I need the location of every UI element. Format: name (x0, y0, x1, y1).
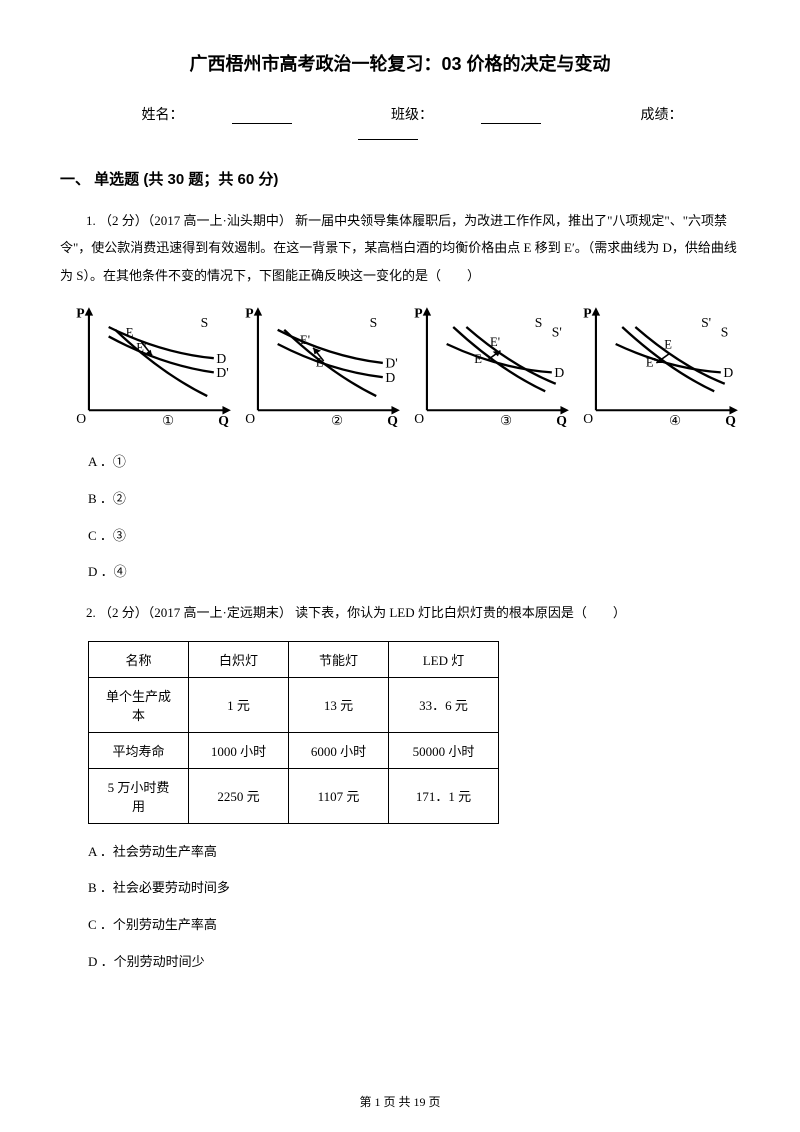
svg-text:E': E' (490, 335, 500, 349)
q1-option-b: B ．② (88, 489, 740, 510)
table-cell: 33．6 元 (389, 677, 499, 732)
q2-option-b: B ．社会必要劳动时间多 (88, 878, 740, 899)
svg-text:D: D (385, 370, 395, 385)
svg-text:E': E' (646, 356, 656, 370)
svg-text:D: D (554, 365, 564, 380)
score-label: 成绩： (641, 108, 683, 123)
svg-text:E: E (126, 325, 134, 339)
table-cell: 50000 小时 (389, 732, 499, 768)
svg-text:④: ④ (669, 413, 681, 428)
table-header-cell: LED 灯 (389, 641, 499, 677)
q2-option-c: C ．个别劳动生产率高 (88, 915, 740, 936)
name-blank (232, 110, 292, 124)
svg-text:③: ③ (500, 413, 512, 428)
page-footer: 第 1 页 共 19 页 (0, 1093, 800, 1110)
table-row: 5 万小时费用2250 元1107 元171．1 元 (89, 768, 499, 823)
svg-text:Q: Q (725, 413, 736, 428)
svg-text:S: S (535, 315, 543, 330)
svg-text:P: P (414, 306, 422, 321)
table-cell: 5 万小时费用 (89, 768, 189, 823)
svg-text:D': D' (385, 356, 397, 371)
svg-text:E: E (474, 352, 482, 366)
q2-text: 2. （2 分）（2017 高一上·定远期末） 读下表，你认为 LED 灯比白炽… (60, 599, 740, 626)
svg-text:D': D' (216, 365, 228, 380)
svg-text:E': E' (300, 333, 310, 347)
q1-option-c: C ．③ (88, 526, 740, 547)
q1-option-d: D ．④ (88, 562, 740, 583)
svg-text:Q: Q (556, 413, 567, 428)
name-label: 姓名： (142, 108, 184, 123)
table-cell: 1000 小时 (189, 732, 289, 768)
svg-text:P: P (76, 306, 84, 321)
svg-text:②: ② (331, 413, 343, 428)
table-row: 平均寿命1000 小时6000 小时50000 小时 (89, 732, 499, 768)
table-cell: 2250 元 (189, 768, 289, 823)
svg-text:O: O (414, 411, 424, 426)
table-header-cell: 名称 (89, 641, 189, 677)
table-cell: 平均寿命 (89, 732, 189, 768)
svg-text:S: S (201, 315, 209, 330)
chart-1: PQOSDD'E'E① (70, 303, 233, 434)
q1-text: 1. （2 分）（2017 高一上·汕头期中） 新一届中央领导集体履职后，为改进… (60, 207, 740, 289)
svg-text:P: P (245, 306, 253, 321)
svg-text:E: E (664, 338, 672, 352)
q2-option-a: A ．社会劳动生产率高 (88, 842, 740, 863)
table-cell: 1 元 (189, 677, 289, 732)
svg-text:①: ① (162, 413, 174, 428)
svg-text:S': S' (701, 315, 711, 330)
table-cell: 6000 小时 (289, 732, 389, 768)
table-row: 单个生产成本1 元13 元33．6 元 (89, 677, 499, 732)
svg-text:Q: Q (387, 413, 398, 428)
chart-4: P Q O S' S D E' E ④ (577, 303, 740, 434)
chart-2: P Q O S DD' E E' ② (239, 303, 402, 434)
table-cell: 171．1 元 (389, 768, 499, 823)
svg-text:D: D (723, 365, 733, 380)
section-header: 一、 单选题 (共 30 题；共 60 分) (60, 168, 740, 189)
q2-table: 名称白炽灯节能灯LED 灯单个生产成本1 元13 元33．6 元平均寿命1000… (88, 641, 499, 824)
q1-options: A ．① B ．② C ．③ D ．④ (88, 452, 740, 583)
svg-text:Q: Q (218, 413, 229, 428)
svg-text:S: S (721, 324, 729, 339)
table-cell: 单个生产成本 (89, 677, 189, 732)
table-cell: 13 元 (289, 677, 389, 732)
charts-row: PQOSDD'E'E① PQOSDD'EE'② PQOSS'DEE'③ PQOS… (70, 303, 740, 434)
table-cell: 1107 元 (289, 768, 389, 823)
score-blank (358, 126, 418, 140)
chart-3: P Q O S S' D E E' ③ (408, 303, 571, 434)
svg-text:O: O (245, 411, 255, 426)
page-title: 广西梧州市高考政治一轮复习：03 价格的决定与变动 (60, 50, 740, 76)
table-header-cell: 白炽灯 (189, 641, 289, 677)
q1-option-a: A ．① (88, 452, 740, 473)
svg-text:P: P (583, 306, 591, 321)
q2-options: A ．社会劳动生产率高 B ．社会必要劳动时间多 C ．个别劳动生产率高 D ．… (88, 842, 740, 973)
info-row: 姓名： 班级： 成绩： (60, 104, 740, 140)
svg-text:S': S' (552, 324, 562, 339)
class-label: 班级： (391, 108, 433, 123)
table-header-cell: 节能灯 (289, 641, 389, 677)
svg-text:E: E (316, 356, 324, 370)
q2-option-d: D ．个别劳动时间少 (88, 952, 740, 973)
svg-text:D: D (216, 351, 226, 366)
svg-text:O: O (583, 411, 593, 426)
svg-text:O: O (76, 411, 86, 426)
class-blank (481, 110, 541, 124)
svg-text:S: S (370, 315, 378, 330)
